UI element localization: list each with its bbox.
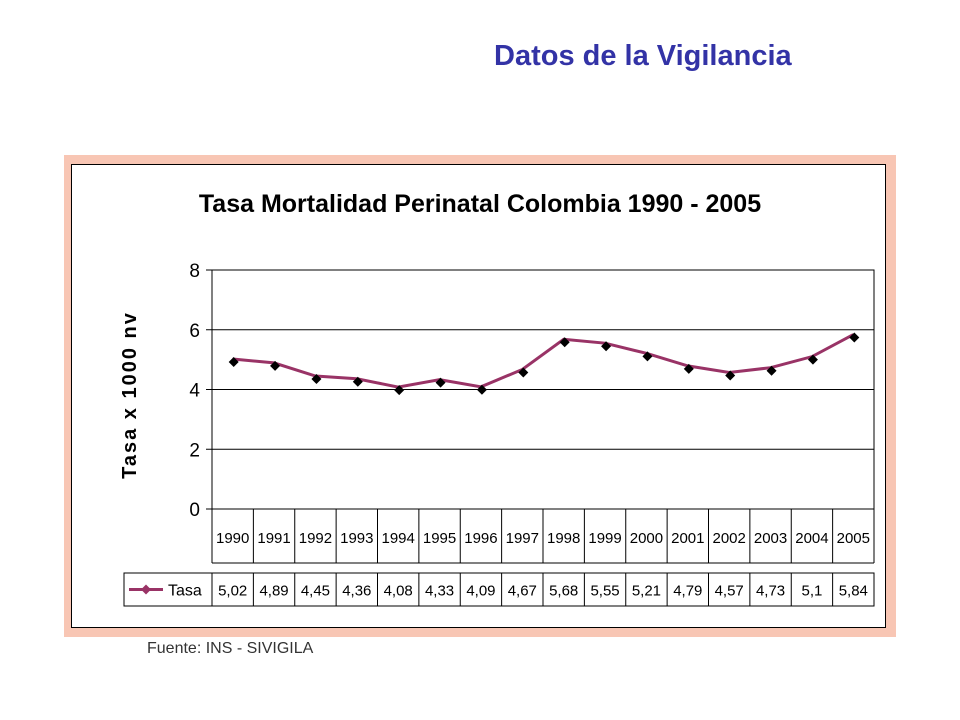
x-category-label: 2004 [795,530,828,547]
data-value-label: 5,02 [218,583,247,600]
x-category-label: 1991 [257,530,290,547]
data-table: 1990 1991 1992 1993 1994 1995 1996 1997 1998 1999… [123,509,875,607]
data-point [601,341,612,352]
data-value-label: 5,68 [549,583,578,600]
y-tick-label: 6 [189,321,200,342]
data-value-label: 4,67 [508,583,537,600]
data-point [311,374,322,385]
data-value-label: 4,08 [384,583,413,600]
data-value-label: 5,1 [802,583,823,600]
x-category-label: 1998 [547,530,580,547]
data-point [766,365,777,376]
chart-title: Tasa Mortalidad Perinatal Colombia 1990 … [199,190,761,218]
data-point [352,376,363,387]
series-line [232,333,855,389]
data-value-label: 4,79 [673,583,702,600]
slide-title: Datos de la Vigilancia [494,40,792,72]
data-point [228,357,239,368]
gridlines [212,269,874,450]
data-point [270,360,281,371]
legend-marker [141,584,151,595]
x-category-label: 1993 [340,530,373,547]
data-point [435,377,446,388]
data-value-label: 4,09 [466,583,495,600]
data-point [683,363,694,374]
y-tick-label: 8 [189,261,200,282]
data-value-label: 4,73 [756,583,785,600]
x-category-label: 1990 [216,530,249,547]
data-point [394,385,405,396]
data-value-label: 5,55 [590,583,619,600]
data-value-label: 5,21 [632,583,661,600]
source-note: Fuente: INS - SIVIGILA [147,640,314,657]
x-category-label: 2001 [671,530,704,547]
x-category-label: 1999 [588,530,621,547]
data-point [518,367,529,378]
data-value-label: 5,84 [839,583,868,600]
data-value-label: 4,89 [259,583,288,600]
y-tick-label: 0 [189,500,200,521]
data-point [642,351,653,362]
data-value-label: 4,45 [301,583,330,600]
series-tasa [228,332,860,396]
data-point [476,384,487,395]
data-point [725,370,736,381]
x-category-label: 1997 [506,530,539,547]
data-point [559,337,570,348]
value-row [123,572,875,607]
x-category-label: 2002 [713,530,746,547]
y-tick-label: 2 [189,440,200,461]
data-point [807,354,818,365]
legend-label: Tasa [168,583,202,600]
x-category-label: 1992 [299,530,332,547]
x-category-label: 2000 [630,530,663,547]
x-category-label: 2003 [754,530,787,547]
x-category-label: 1994 [382,530,415,547]
x-category-label: 2005 [837,530,870,547]
data-point [849,332,860,343]
y-axis-label: Tasa x 1000 nv [119,311,141,479]
data-value-label: 4,33 [425,583,454,600]
data-value-label: 4,36 [342,583,371,600]
y-tick-label: 4 [189,381,200,402]
x-category-label: 1995 [423,530,456,547]
x-category-label: 1996 [464,530,497,547]
data-value-label: 4,57 [715,583,744,600]
axes: 0 2 4 6 8 [189,261,875,521]
